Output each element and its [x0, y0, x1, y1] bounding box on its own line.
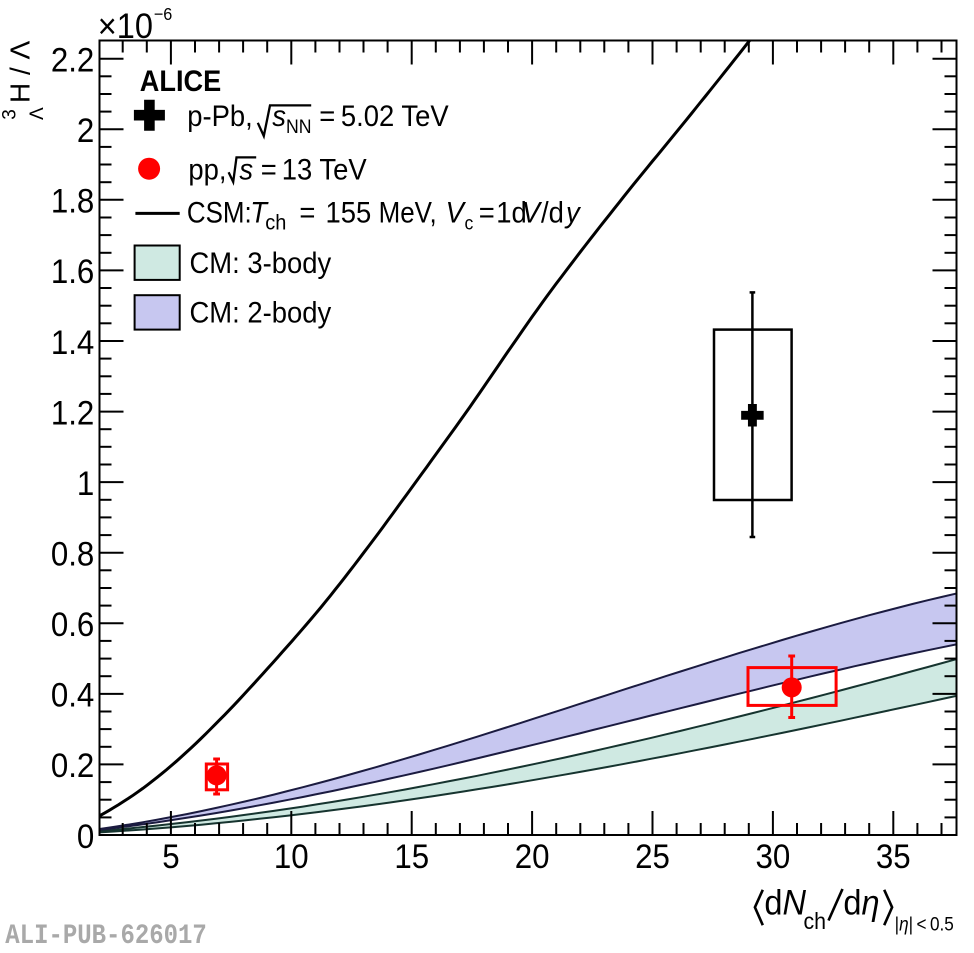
svg-text:ch: ch [265, 211, 286, 235]
svg-text:20: 20 [515, 837, 550, 876]
svg-text:ALICE: ALICE [140, 65, 221, 98]
svg-text:MeV,: MeV, [379, 196, 437, 229]
svg-text:dη: dη [843, 884, 879, 923]
svg-text:Λ: Λ [27, 107, 48, 120]
svg-text:0.4: 0.4 [51, 675, 94, 714]
svg-text:1d: 1d [496, 197, 527, 230]
svg-text:NN: NN [286, 115, 312, 137]
svg-text:1.6: 1.6 [51, 252, 94, 291]
svg-text:30: 30 [756, 837, 791, 876]
svg-text:0.8: 0.8 [51, 534, 94, 573]
svg-text:/d: /d [541, 197, 564, 230]
svg-text:T: T [250, 197, 269, 230]
svg-text:0.6: 0.6 [51, 605, 94, 644]
svg-text:0: 0 [77, 817, 94, 856]
svg-text:35: 35 [876, 837, 911, 876]
svg-text:1.4: 1.4 [51, 323, 94, 362]
svg-text:CM: 3-body: CM: 3-body [190, 247, 332, 280]
svg-text:×10: ×10 [98, 7, 153, 46]
svg-text:10: 10 [274, 837, 309, 876]
svg-text:0.2: 0.2 [51, 746, 94, 785]
svg-text:pp,: pp, [188, 154, 226, 187]
svg-text:13 TeV: 13 TeV [282, 154, 367, 187]
svg-text:1.2: 1.2 [51, 393, 94, 432]
svg-text:5.02 TeV: 5.02 TeV [341, 100, 449, 133]
svg-text:s: s [272, 100, 286, 133]
svg-text:5: 5 [162, 837, 179, 876]
svg-text:s: s [239, 154, 253, 187]
svg-text:1: 1 [77, 464, 94, 503]
svg-text:V: V [446, 197, 467, 230]
svg-text:ch: ch [804, 908, 827, 934]
svg-text:=: = [479, 197, 495, 230]
svg-text:y: y [564, 197, 581, 230]
svg-text:H / Λ: H / Λ [5, 40, 36, 103]
svg-text:|η| < 0.5: |η| < 0.5 [895, 912, 954, 934]
svg-text:1.8: 1.8 [51, 181, 94, 220]
svg-text:=: = [261, 154, 277, 187]
svg-text:2: 2 [77, 111, 94, 150]
svg-text:=: = [319, 100, 335, 133]
svg-text:−6: −6 [154, 5, 173, 25]
svg-text:CM: 2-body: CM: 2-body [190, 297, 332, 330]
svg-text:CSM:: CSM: [187, 196, 252, 229]
svg-text:3: 3 [0, 109, 20, 120]
svg-text:15: 15 [394, 837, 429, 876]
svg-text:ALI-PUB-626017: ALI-PUB-626017 [5, 919, 207, 948]
svg-text:2.2: 2.2 [51, 40, 94, 79]
svg-text:25: 25 [635, 837, 670, 876]
svg-text:155: 155 [326, 197, 372, 230]
svg-text:V: V [522, 197, 543, 230]
svg-text:dN: dN [764, 884, 806, 923]
svg-text:p-Pb,: p-Pb, [187, 100, 253, 133]
svg-text:c: c [465, 212, 474, 234]
svg-text:=: = [299, 197, 315, 230]
